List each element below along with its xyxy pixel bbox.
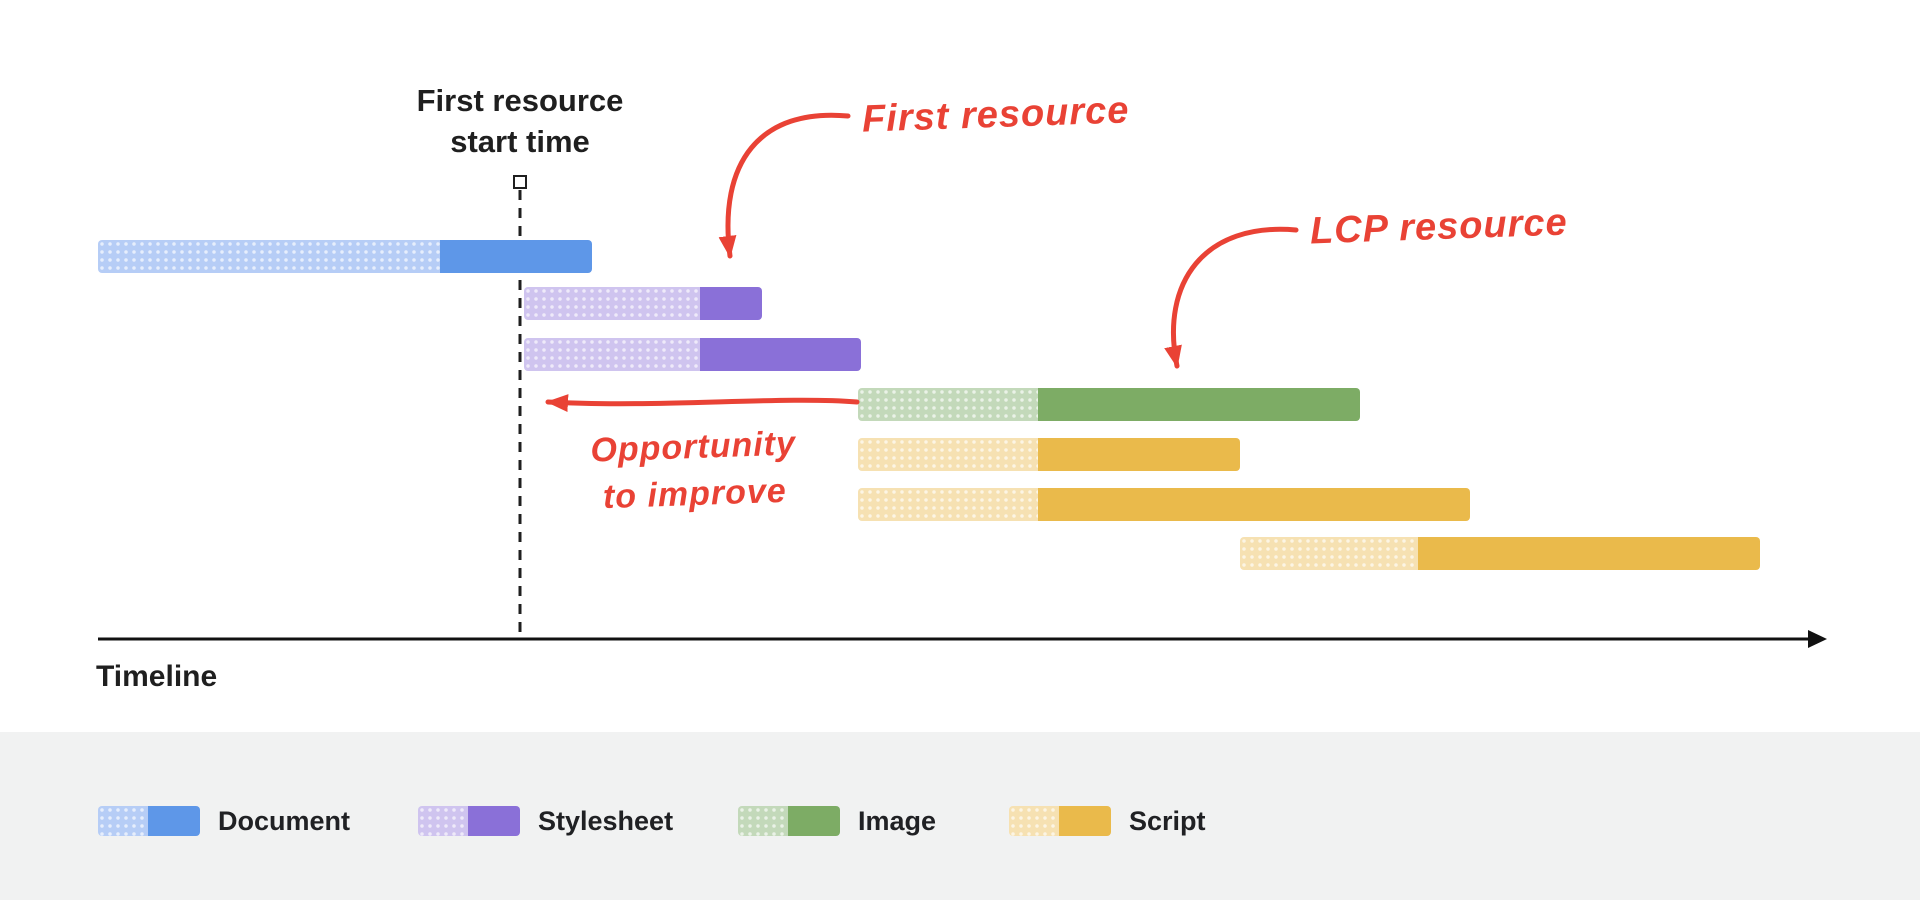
first-resource-arrow-icon: [718, 112, 851, 259]
bar-segment-light: [1240, 537, 1418, 570]
bar-segment-dark: [700, 338, 861, 371]
bar-segment-light: [858, 438, 1038, 471]
legend-swatch-stylesheet: [418, 806, 520, 836]
timeline-label: Timeline: [96, 660, 218, 693]
resource-bar-image: [858, 388, 1360, 421]
bar-segment-dark: [440, 240, 592, 273]
resource-bar-script: [858, 438, 1240, 471]
resource-bar-stylesheet: [524, 287, 762, 320]
legend-label-stylesheet: Stylesheet: [538, 806, 674, 836]
legend-item-document: Document: [98, 806, 350, 836]
legend-label-image: Image: [858, 806, 937, 836]
bar-segment-light: [524, 338, 700, 371]
lcp-resource-annotation: LCP resource: [1309, 201, 1569, 253]
first-resource-start-time-label: First resource start time: [416, 83, 624, 159]
timeline-axis-arrowhead-icon: [1808, 630, 1827, 648]
bar-segment-light: [858, 388, 1038, 421]
resource-bar-script: [858, 488, 1470, 521]
legend-segment-light: [738, 806, 788, 836]
legend-strip: [0, 732, 1920, 900]
legend-swatch-image: [738, 806, 840, 836]
legend-label-script: Script: [1129, 806, 1206, 836]
resource-bar-script: [1240, 537, 1760, 570]
bar-segment-dark: [1038, 488, 1470, 521]
legend-segment-light: [98, 806, 148, 836]
legend-item-image: Image: [738, 806, 936, 836]
legend-segment-light: [1009, 806, 1059, 836]
bar-segment-dark: [1038, 438, 1240, 471]
legend-item-script: Script: [1009, 806, 1206, 836]
legend-label-document: Document: [218, 806, 351, 836]
start-line-handle: [513, 175, 527, 189]
lcp-resource-arrow-icon: [1164, 226, 1299, 369]
bar-segment-light: [98, 240, 440, 273]
legend-item-stylesheet: Stylesheet: [418, 806, 673, 836]
opportunity-to-improve-annotation: Opportunity to improve: [589, 424, 797, 517]
legend-segment-dark: [788, 806, 840, 836]
resource-bar-document: [98, 240, 592, 273]
legend-swatch-script: [1009, 806, 1111, 836]
legend-segment-dark: [1059, 806, 1111, 836]
opportunity-arrow-icon: [545, 394, 860, 413]
bar-segment-dark: [700, 287, 762, 320]
bar-segment-dark: [1418, 537, 1760, 570]
legend-segment-dark: [468, 806, 520, 836]
legend-segment-light: [418, 806, 468, 836]
bar-segment-light: [524, 287, 700, 320]
bar-segment-light: [858, 488, 1038, 521]
legend-segment-dark: [148, 806, 200, 836]
resource-bar-stylesheet: [524, 338, 861, 371]
legend-swatch-document: [98, 806, 200, 836]
bar-segment-dark: [1038, 388, 1360, 421]
